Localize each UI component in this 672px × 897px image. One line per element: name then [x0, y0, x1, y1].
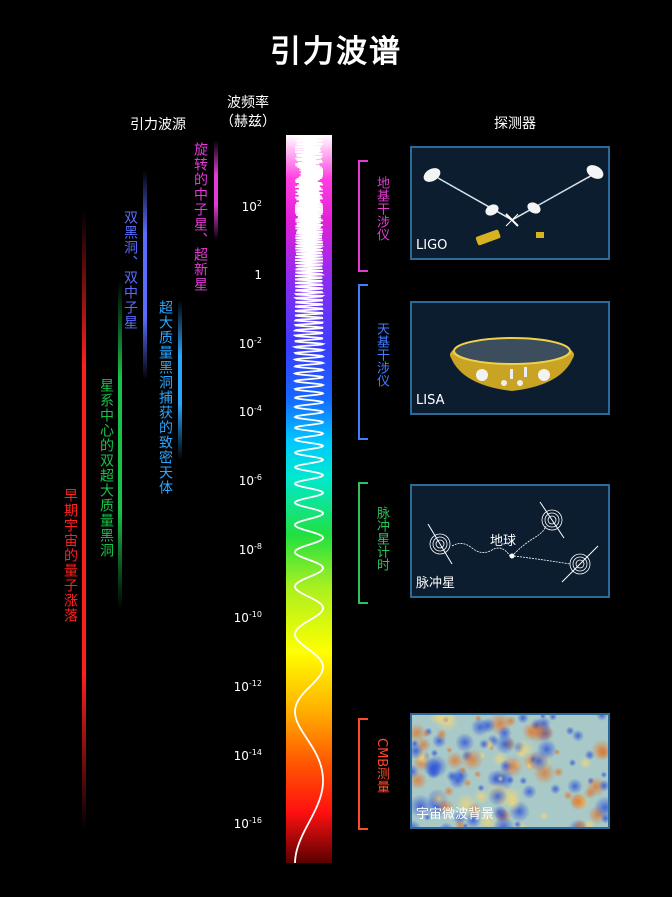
- frequency-header: 波频率 （赫兹）: [208, 94, 288, 132]
- source-label-emri: 超大质量黑洞捕获的致密天体: [157, 300, 173, 495]
- method-label-ground-interferometer: 地基干涉仪: [374, 176, 389, 241]
- bracket-ground-interferometer: [358, 160, 368, 272]
- cmb-label: 宇宙微波背景: [416, 807, 495, 822]
- source-label-neutron-star: 旋转的中子星、超新星: [192, 142, 208, 292]
- page-title: 引力波谱: [270, 34, 402, 70]
- ligo-label: LIGO: [416, 238, 448, 253]
- tick-label: 10-2: [238, 336, 262, 351]
- source-label-quantum-fluctuation: 早期宇宙的量子涨落: [62, 488, 78, 623]
- sources-header: 引力波源: [130, 117, 186, 133]
- method-label-pulsar-timing: 脉冲星计时: [374, 506, 389, 571]
- ligo-panel: LIGO: [410, 146, 610, 260]
- bracket-cmb: [358, 718, 368, 830]
- source-bar-quantum-fluctuation: [82, 210, 86, 830]
- lisa-panel: LISA: [410, 301, 610, 415]
- tick-label: 1: [254, 268, 262, 282]
- source-bar-neutron-star: [214, 140, 218, 240]
- pulsar-panel: 地球 脉冲星: [410, 484, 610, 598]
- tick-label: 10-16: [233, 816, 262, 831]
- method-label-cmb: CMB测量: [374, 738, 389, 794]
- gravitational-wave-curve: [291, 135, 326, 863]
- pulsar-label: 脉冲星: [416, 576, 456, 591]
- earth-label: 地球: [490, 534, 517, 549]
- source-bar-emri: [178, 300, 182, 460]
- frequency-header-line1: 波频率: [227, 95, 269, 111]
- tick-label: 10-14: [233, 748, 262, 763]
- tick-label: 10-12: [233, 679, 262, 694]
- source-label-supermassive-binary: 星系中心的双超大质量黑洞: [98, 378, 114, 558]
- cmb-map: [412, 715, 608, 827]
- lisa-label: LISA: [416, 393, 445, 408]
- source-bar-binary-bh-ns: [143, 170, 147, 380]
- method-label-space-interferometer: 天基干涉仪: [374, 322, 389, 387]
- bracket-space-interferometer: [358, 284, 368, 440]
- tick-label: 102: [241, 199, 262, 214]
- lisa-illustration: [450, 337, 574, 391]
- pulsar-illustration: [427, 501, 599, 583]
- wave-line: [291, 135, 326, 863]
- spectrum-bar: [286, 135, 332, 863]
- tick-label: 10-10: [233, 610, 262, 625]
- source-bar-supermassive-binary: [118, 280, 122, 610]
- detectors-header: 探测器: [494, 116, 536, 132]
- bracket-pulsar-timing: [358, 482, 368, 604]
- source-label-binary-bh-ns: 双黑洞、双中子星: [122, 210, 138, 330]
- frequency-header-line2: （赫兹）: [220, 114, 276, 130]
- tick-label: 10-8: [238, 542, 262, 557]
- tick-label: 10-4: [238, 404, 262, 419]
- cmb-panel: 宇宙微波背景: [410, 713, 610, 829]
- tick-label: 10-6: [238, 473, 262, 488]
- ligo-illustration: [423, 165, 604, 246]
